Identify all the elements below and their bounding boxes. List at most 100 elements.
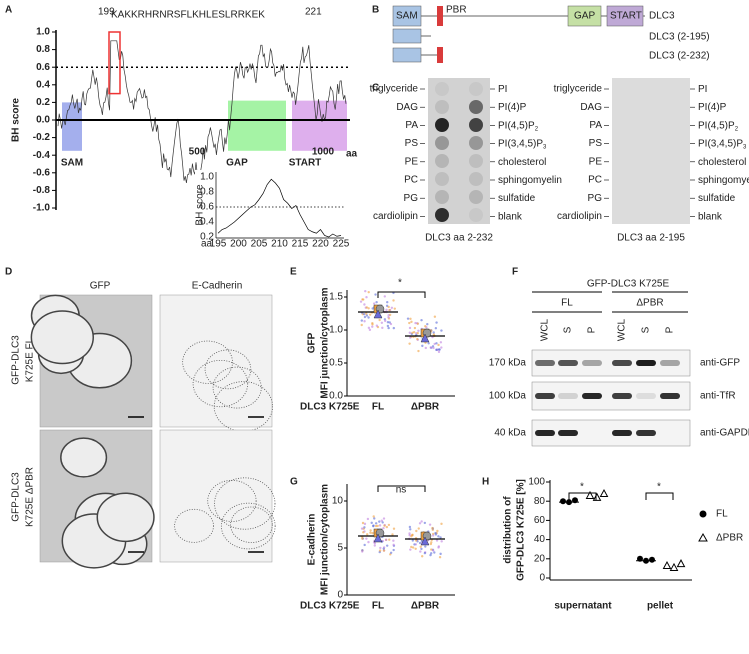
cell-dot (392, 326, 396, 330)
antibody: anti-TfR (700, 391, 736, 402)
inset-tick: 220 (312, 239, 329, 250)
pbr (437, 6, 443, 26)
spot (469, 190, 483, 204)
cell-dot (371, 321, 374, 325)
cell-dot (414, 547, 417, 550)
cell-dot (410, 545, 413, 549)
significance: * (398, 278, 402, 289)
cell-dot (392, 548, 395, 552)
lipid: PI(4,5)P2 (698, 120, 739, 132)
cell-dot (381, 521, 384, 524)
y-tick-label: 0 (539, 573, 545, 584)
x-tick-label: FL (372, 601, 384, 612)
cell-dot (408, 525, 412, 529)
cell-dot (424, 545, 427, 548)
cell-dot (361, 550, 364, 553)
pbr-highlight (108, 31, 121, 95)
lipid-name: cholesterol (498, 156, 546, 167)
spot (435, 82, 449, 96)
cell-dot (437, 343, 440, 347)
cell-dot (378, 520, 381, 523)
cell-dot (382, 526, 385, 530)
lipid: PI(3,4,5)P3 (698, 138, 747, 150)
y-tick-label: 40 (534, 534, 546, 545)
cell-dot (437, 350, 441, 354)
cell-dot (383, 319, 387, 323)
cell-dot (409, 548, 412, 551)
panel-letter: C (372, 83, 379, 94)
lipid: cardiolipin (373, 211, 418, 222)
cell-dot (428, 523, 432, 526)
cell-dot (373, 544, 376, 547)
panel-letter: B (372, 5, 379, 16)
cell-dot (420, 555, 424, 558)
cell-dot (372, 515, 375, 518)
cell (174, 508, 214, 543)
cell-dot (409, 336, 412, 339)
y-tick-label: 0.8 (36, 44, 50, 55)
cell-dot (372, 524, 375, 528)
lipid: PE (405, 156, 419, 167)
cell-dot (378, 549, 382, 552)
cell-dot (435, 321, 438, 324)
domain-start (292, 100, 347, 151)
cell-dot (439, 536, 442, 539)
cell (207, 479, 257, 522)
cell (213, 381, 274, 432)
cell (220, 502, 276, 550)
spot (469, 208, 483, 222)
point (669, 562, 679, 571)
x-title: DLC3 K725E (300, 601, 360, 612)
significance: * (580, 482, 584, 493)
lipid: sulfatide (698, 193, 736, 204)
cell-dot (392, 299, 395, 302)
cell-dot (429, 553, 432, 557)
cell-dot (375, 300, 378, 304)
marker: 40 kDa (494, 428, 526, 439)
cell-dot (431, 549, 435, 552)
cell-dot (410, 320, 413, 324)
cell-dot (431, 526, 434, 530)
band (558, 430, 578, 436)
lipid-sub: 3 (543, 144, 547, 150)
spot (435, 172, 449, 186)
band (612, 430, 632, 436)
cell-dot (367, 540, 370, 544)
y-tick-label: 10 (332, 496, 344, 507)
cell-dot (389, 551, 393, 555)
x-unit: aa (346, 149, 358, 160)
marker: 100 kDa (489, 391, 527, 402)
cell-dot (388, 538, 391, 541)
cell-dot (437, 535, 440, 538)
cell-dot (435, 348, 438, 352)
cell-dot (383, 524, 386, 527)
cell-dot (411, 546, 415, 549)
cell-dot (385, 525, 389, 529)
cell-dot (427, 342, 430, 345)
cell (96, 492, 155, 543)
y-tick-label: 0.0 (36, 115, 50, 126)
cell (214, 477, 276, 530)
y-tick-label: 1.0 (36, 27, 50, 38)
cell-dot (436, 529, 439, 533)
inset-trace (217, 178, 342, 238)
cell-dot (361, 537, 364, 540)
pbr (437, 47, 443, 63)
cell-dot (418, 522, 422, 525)
point (592, 492, 602, 501)
inset-tick: 215 (292, 239, 309, 250)
cell-dot (434, 327, 438, 330)
y-tick-label: 60 (534, 515, 546, 526)
lipid: blank (498, 211, 523, 222)
sequence: KAKKRHRNRSFLKHLESLRRKEK (111, 10, 265, 21)
cell-dot (432, 333, 436, 336)
lipid-name: PI (698, 84, 707, 95)
inset-tick: 0.8 (200, 187, 214, 198)
cell-dot (432, 331, 435, 334)
point (585, 490, 595, 499)
spot (435, 154, 449, 168)
domain-label: SAM (61, 158, 83, 169)
y-axis-label: GFP (307, 332, 318, 353)
spot (469, 118, 483, 132)
